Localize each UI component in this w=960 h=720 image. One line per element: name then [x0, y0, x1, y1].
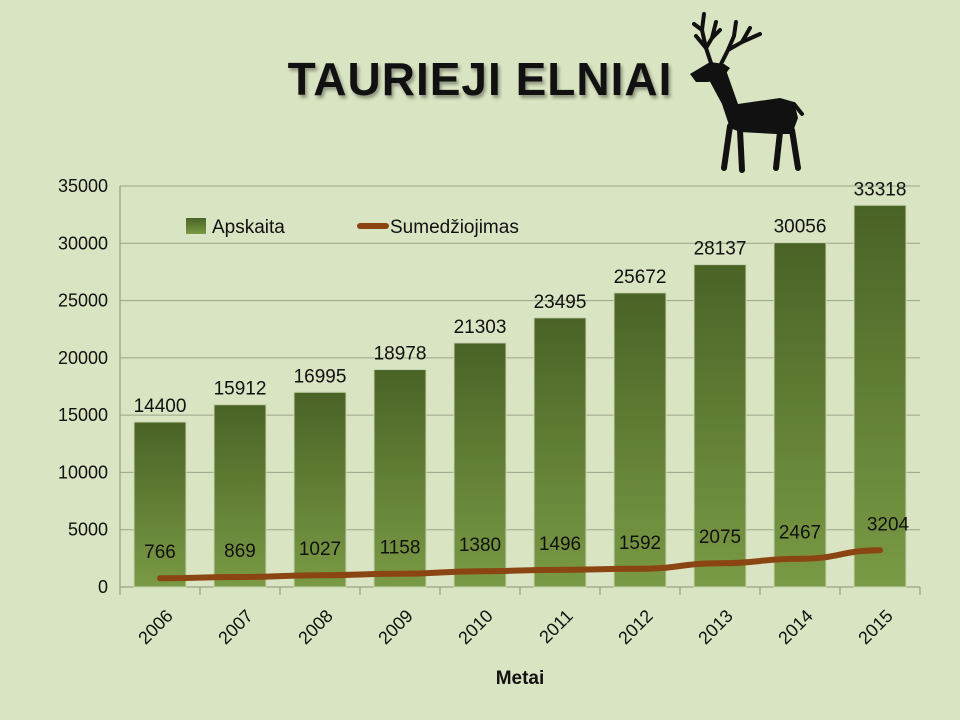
chart-title: TAURIEJI ELNIAI	[287, 53, 673, 105]
bar-value-label: 33318	[854, 179, 907, 200]
legend-swatch-bar	[186, 218, 206, 234]
bar	[453, 342, 507, 588]
line-point	[399, 573, 401, 575]
line-point	[559, 569, 561, 571]
bar	[613, 292, 667, 588]
harvest-line	[157, 547, 883, 582]
x-tick-label: 2015	[854, 606, 896, 648]
legend: Apskaita Sumedžiojimas	[186, 217, 519, 238]
x-tick-label: 2012	[614, 606, 656, 648]
x-tick-label: 2014	[774, 606, 816, 648]
bar	[293, 391, 347, 588]
y-tick-label: 25000	[58, 291, 108, 311]
y-tick-label: 10000	[58, 462, 108, 482]
bar-value-label: 23495	[534, 292, 587, 313]
bar	[693, 264, 747, 588]
data-labels: 14400 15912 16995 18978 21303 23495 25672 28137…	[134, 179, 910, 563]
x-tick-label: 2010	[454, 606, 496, 648]
y-tick-label: 20000	[58, 348, 108, 368]
y-tick-label: 30000	[58, 233, 108, 253]
x-tick-label: 2011	[535, 606, 577, 648]
line-point	[159, 577, 161, 579]
bar	[133, 421, 187, 588]
bar-value-label: 21303	[454, 317, 507, 338]
line-point	[479, 570, 481, 572]
bar-value-label: 25672	[614, 267, 667, 288]
deer-icon	[690, 12, 804, 173]
legend-label-apskaita: Apskaita	[212, 217, 285, 238]
line-point	[719, 562, 721, 564]
bar	[853, 204, 907, 588]
x-tick-label: 2007	[214, 606, 256, 648]
line-value-label: 1027	[299, 539, 341, 560]
bar-value-label: 14400	[134, 396, 187, 417]
line-value-label: 1158	[380, 538, 421, 559]
y-tick-label: 35000	[58, 176, 108, 196]
line-point	[799, 558, 801, 560]
x-tick-label: 2008	[294, 606, 336, 648]
line-value-label: 766	[144, 542, 176, 563]
x-tick-label: 2006	[134, 606, 176, 648]
line-point	[319, 574, 321, 576]
line-series	[157, 547, 883, 582]
bar	[773, 242, 827, 588]
line-point	[239, 576, 241, 578]
line-value-label: 2075	[699, 527, 741, 548]
bar	[213, 404, 267, 588]
x-tick-label: 2013	[694, 606, 736, 648]
line-value-label: 2467	[779, 523, 821, 544]
line-value-label: 1592	[619, 533, 661, 554]
bar-value-label: 28137	[694, 239, 747, 260]
bar-value-label: 18978	[374, 344, 427, 365]
y-tick-label: 5000	[68, 520, 108, 540]
line-value-label: 3204	[867, 514, 910, 535]
y-tick-label: 0	[98, 577, 108, 597]
line-point	[639, 568, 641, 570]
y-tick-label: 15000	[58, 405, 108, 425]
bar-value-label: 15912	[214, 379, 267, 400]
line-value-label: 869	[224, 541, 256, 562]
bar	[533, 317, 587, 588]
bar-value-label: 16995	[294, 366, 347, 387]
legend-label-sumedziojimas: Sumedžiojimas	[390, 217, 519, 238]
bar	[373, 369, 427, 588]
line-point	[879, 549, 881, 551]
bar-value-label: 30056	[774, 217, 827, 238]
bar-series	[133, 204, 907, 588]
x-tick-label: 2009	[374, 606, 416, 648]
line-value-label: 1380	[459, 535, 501, 556]
x-axis-label: Metai	[496, 668, 545, 689]
line-value-label: 1496	[539, 534, 581, 555]
